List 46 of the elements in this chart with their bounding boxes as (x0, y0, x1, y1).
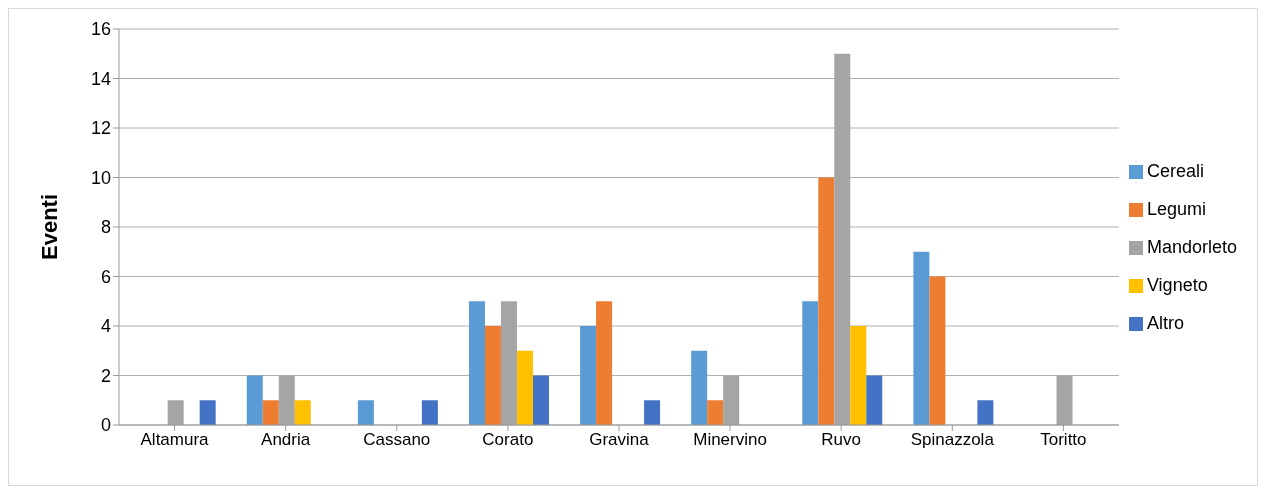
bar (707, 400, 724, 425)
x-tick-label: Minervino (693, 430, 767, 450)
legend-label: Altro (1146, 313, 1184, 333)
x-tick-label: Andria (261, 430, 311, 450)
bar (246, 375, 263, 425)
bar (468, 301, 485, 425)
y-tick-label: 4 (100, 316, 111, 337)
bar (532, 375, 549, 425)
legend-label: Vigneto (1146, 275, 1208, 295)
bar (850, 326, 867, 425)
bar (802, 301, 819, 425)
y-tick-label: 10 (90, 167, 111, 188)
x-tick-label: Ruvo (821, 430, 862, 450)
legend-label: Legumi (1146, 199, 1206, 219)
y-tick-label: 14 (90, 68, 111, 89)
y-tick-label: 12 (90, 118, 111, 139)
x-tick-label: Toritto (1040, 430, 1087, 450)
bar (294, 400, 311, 425)
y-tick-label: 2 (100, 365, 111, 386)
bar (866, 375, 883, 425)
x-tick-label: Cassano (363, 430, 431, 450)
bar (913, 251, 930, 425)
bar (199, 400, 216, 425)
y-tick-label: 0 (100, 415, 111, 436)
bar (691, 350, 708, 425)
y-tick-label: 16 (90, 19, 111, 40)
x-tick-label: Gravina (589, 430, 650, 450)
bar (357, 400, 374, 425)
bar (818, 177, 835, 425)
x-tick-label: Altamura (140, 430, 210, 450)
bar (516, 350, 533, 425)
x-tick-label: Spinazzola (910, 430, 995, 450)
y-axis-title: Eventi (36, 193, 62, 261)
bar (580, 326, 597, 425)
bar (484, 326, 501, 425)
x-tick-label: Corato (482, 430, 534, 450)
legend-label: Cereali (1146, 161, 1204, 181)
y-tick-label: 6 (100, 266, 111, 287)
legend-label: Mandorleto (1146, 237, 1237, 257)
bar (644, 400, 661, 425)
y-tick-label: 8 (100, 217, 111, 238)
bar (596, 301, 613, 425)
bar (977, 400, 994, 425)
bar (262, 400, 279, 425)
bar (929, 276, 946, 425)
bar (421, 400, 438, 425)
